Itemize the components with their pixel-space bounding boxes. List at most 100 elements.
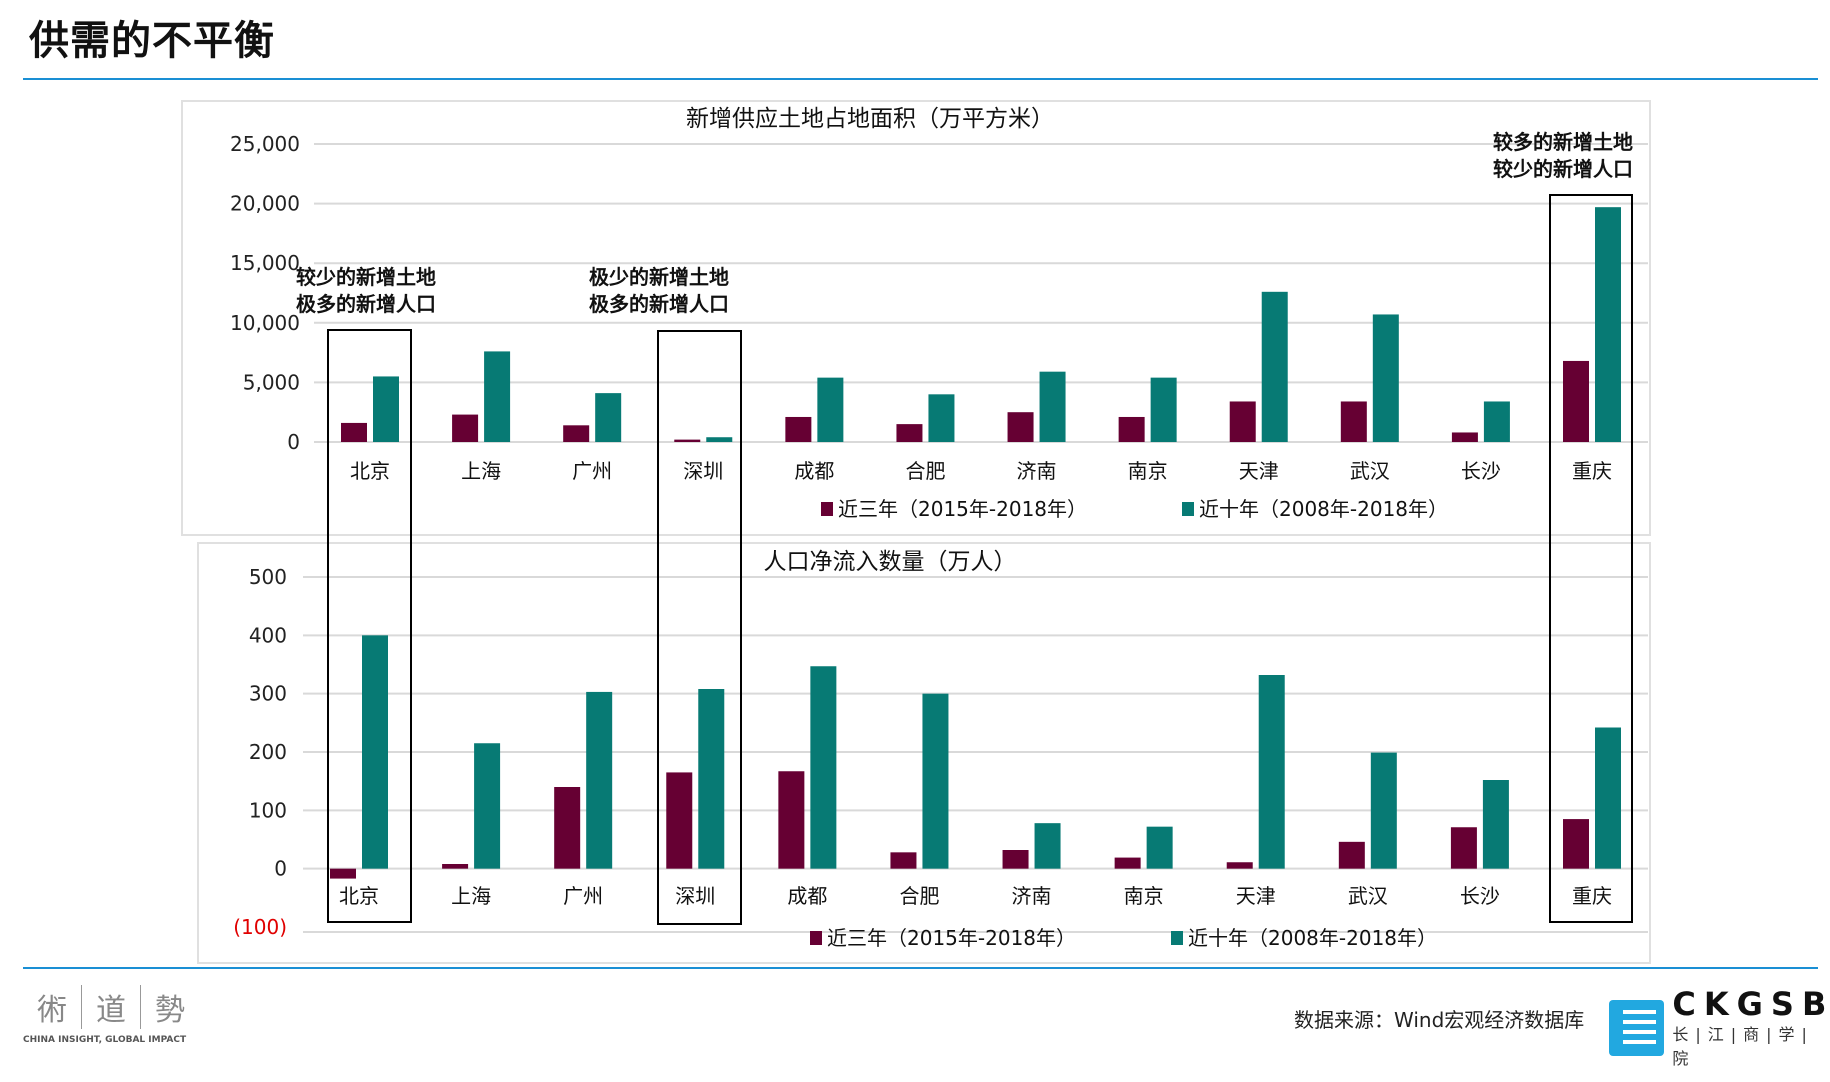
x-tick-label: 重庆 (1572, 884, 1612, 908)
bar-recent3 (890, 852, 917, 869)
chongqing-annotation-line: 较少的新增人口 (1493, 157, 1633, 181)
x-tick-label: 合肥 (905, 459, 945, 483)
page-title: 供需的不平衡 (29, 18, 275, 64)
y-tick-label: 300 (249, 682, 287, 706)
bar-recent10 (1261, 291, 1288, 442)
y-tick-label: 0 (274, 857, 287, 881)
land-chart-title: 新增供应土地占地面积（万平方米） (686, 106, 1054, 132)
x-tick-label: 长沙 (1461, 459, 1501, 483)
shu-dao-shi-logo: 術 道 勢 CHINA INSIGHT, GLOBAL IMPACT (23, 985, 203, 1055)
population-chart-frame (197, 542, 1651, 964)
bar-recent3 (330, 868, 356, 879)
legend-swatch (1182, 502, 1194, 516)
bar-recent10 (1150, 377, 1177, 442)
y-tick-label: 5,000 (243, 370, 300, 394)
bar-recent3 (1563, 819, 1589, 869)
bar-recent3 (1002, 850, 1029, 869)
x-tick-label: 济南 (1017, 459, 1057, 483)
x-tick-label: 成都 (787, 884, 827, 908)
legend-label: 近十年（2008年-2018年） (1199, 497, 1448, 521)
x-tick-label: 天津 (1239, 459, 1279, 483)
land-chart-frame (181, 100, 1651, 536)
bar-recent3 (563, 425, 590, 442)
x-tick-label: 南京 (1124, 884, 1164, 908)
bar-recent10 (1595, 207, 1621, 442)
ckgsb-chinese-name: 长|江|商|学|院 (1672, 1025, 1814, 1068)
bar-recent10 (706, 437, 733, 442)
y-tick-label: 100 (249, 798, 287, 822)
x-tick-label: 广州 (572, 459, 612, 483)
x-tick-label: 上海 (461, 459, 501, 483)
x-tick-label: 武汉 (1350, 459, 1390, 483)
legend-swatch (810, 931, 822, 945)
bar-recent10 (1482, 780, 1509, 869)
x-tick-label: 重庆 (1572, 459, 1612, 483)
bar-recent3 (1114, 857, 1141, 869)
y-tick-label: 500 (249, 565, 287, 589)
bar-recent3 (1450, 827, 1477, 869)
bar-recent10 (595, 393, 622, 442)
chongqing-highlight-box (1549, 194, 1633, 923)
bar-recent10 (484, 351, 511, 442)
x-tick-label: 北京 (339, 884, 379, 908)
bar-recent10 (1146, 826, 1173, 869)
y-tick-label: 25,000 (230, 132, 300, 156)
bar-recent3 (442, 864, 469, 869)
bar-recent10 (1595, 727, 1621, 869)
legend-swatch (1171, 931, 1183, 945)
bar-recent3 (674, 439, 701, 442)
beijing-annotation-line: 极多的新增人口 (296, 292, 436, 316)
bar-recent10 (928, 394, 955, 442)
chongqing-annotation-line: 较多的新增土地 (1493, 130, 1633, 154)
legend-label: 近十年（2008年-2018年） (1188, 926, 1437, 950)
x-tick-label: 长沙 (1460, 884, 1500, 908)
bar-recent3 (452, 414, 479, 442)
bar-recent3 (1451, 432, 1478, 442)
ckgsb-logo: CKGSB 长|江|商|学|院 (1609, 987, 1830, 1069)
x-tick-label: 深圳 (683, 459, 723, 483)
bar-recent10 (1258, 675, 1285, 869)
y-tick-label: 20,000 (230, 192, 300, 216)
bar-recent10 (474, 743, 501, 869)
bar-recent10 (1372, 314, 1399, 442)
beijing-highlight-box (327, 329, 412, 923)
bar-recent3 (1338, 841, 1365, 869)
shenzhen-annotation-line: 极少的新增土地 (589, 265, 729, 289)
ckgsb-emblem-icon (1609, 1000, 1665, 1056)
bar-recent10 (698, 689, 725, 869)
bar-recent10 (362, 635, 388, 869)
x-tick-label: 合肥 (899, 884, 939, 908)
bar-recent3 (896, 424, 923, 442)
x-tick-label: 济南 (1012, 884, 1052, 908)
y-tick-label: 15,000 (230, 251, 300, 275)
y-tick-label: (100) (233, 915, 287, 939)
bar-recent10 (810, 666, 837, 869)
shenzhen-highlight-box (657, 330, 742, 925)
bar-recent3 (554, 787, 581, 869)
logo-char: 勢 (155, 993, 185, 1028)
bar-recent3 (1118, 416, 1145, 442)
bar-recent10 (817, 377, 844, 442)
logo-tagline: CHINA INSIGHT, GLOBAL IMPACT (23, 1035, 187, 1045)
bar-recent10 (1483, 401, 1510, 442)
bar-recent10 (1034, 823, 1061, 869)
y-tick-label: 200 (249, 740, 287, 764)
bar-recent3 (1007, 412, 1034, 442)
bar-recent10 (1039, 371, 1066, 442)
y-tick-label: 0 (287, 430, 300, 454)
y-tick-label: 400 (249, 623, 287, 647)
shenzhen-annotation-line: 极多的新增人口 (589, 292, 729, 316)
bar-recent10 (1370, 752, 1397, 869)
legend-label: 近三年（2015年-2018年） (838, 497, 1087, 521)
footer-divider (23, 967, 1818, 969)
bar-recent3 (1563, 360, 1589, 442)
y-tick-label: 10,000 (230, 311, 300, 335)
data-source: 数据来源：Wind宏观经济数据库 (1294, 1008, 1585, 1032)
x-tick-label: 深圳 (675, 884, 715, 908)
header-divider (23, 78, 1818, 80)
bar-recent10 (922, 693, 949, 869)
x-tick-label: 南京 (1128, 459, 1168, 483)
ckgsb-wordmark: CKGSB (1672, 985, 1830, 1023)
x-tick-label: 广州 (563, 884, 603, 908)
